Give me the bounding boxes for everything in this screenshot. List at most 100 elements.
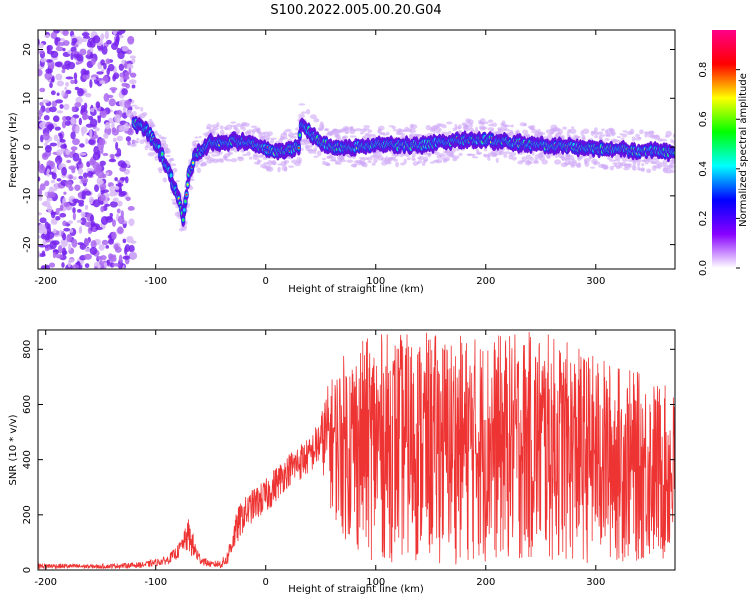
noise-blob (38, 164, 46, 174)
halo-blob (655, 135, 659, 139)
halo-blob (577, 136, 581, 139)
halo-blob (622, 130, 628, 133)
noise-blob (94, 127, 100, 132)
noise-blob (98, 244, 105, 251)
halo-blob (378, 125, 385, 131)
halo-blob (270, 137, 277, 140)
halo-blob (237, 157, 245, 162)
halo-blob (660, 138, 667, 142)
noise-blob (38, 225, 45, 234)
halo-blob (646, 168, 652, 174)
noise-blob (44, 144, 52, 153)
halo-blob (181, 226, 187, 232)
halo-blob (240, 149, 245, 153)
noise-blob (71, 41, 76, 46)
noise-blob (39, 101, 44, 106)
halo-blob (620, 137, 625, 140)
noise-blob (121, 82, 129, 87)
noise-blob (40, 265, 47, 269)
noise-blob (71, 106, 76, 112)
halo-blob (584, 161, 590, 168)
noise-blob (120, 190, 127, 196)
ridge-peak (191, 161, 195, 164)
noise-blob (117, 51, 125, 60)
halo-blob (321, 124, 325, 130)
noise-blob (99, 200, 104, 205)
noise-blob (117, 226, 124, 234)
noise-blob (116, 200, 123, 207)
halo-blob (644, 131, 649, 134)
noise-blob (84, 190, 92, 196)
ridge-inner (169, 173, 173, 178)
noise-blob (70, 146, 78, 151)
snr-x-tick-label: 100 (366, 577, 385, 588)
halo-blob (487, 152, 491, 158)
noise-blob (38, 244, 46, 248)
noise-blob (89, 79, 93, 89)
noise-blob (88, 115, 94, 121)
noise-blob (61, 262, 65, 268)
noise-blob (105, 216, 113, 221)
halo-blob (367, 160, 372, 163)
noise-blob (63, 202, 70, 208)
noise-blob (45, 264, 50, 269)
halo-blob (603, 165, 609, 170)
noise-blob (87, 170, 94, 177)
noise-blob (104, 203, 111, 207)
halo-blob (132, 110, 137, 116)
noise-blob (115, 34, 120, 44)
noise-blob (84, 253, 92, 260)
halo-blob (367, 129, 373, 134)
noise-blob (74, 102, 82, 108)
noise-blob (62, 250, 68, 256)
noise-blob (65, 149, 71, 156)
noise-blob (109, 185, 117, 193)
halo-blob (355, 128, 362, 132)
noise-blob (125, 49, 132, 55)
halo-blob (628, 163, 632, 168)
noise-blob (65, 116, 72, 121)
halo-blob (504, 124, 511, 128)
noise-blob (106, 259, 110, 266)
halo-blob (545, 129, 551, 134)
noise-blob (117, 260, 124, 269)
noise-blob (109, 87, 118, 91)
halo-blob (243, 122, 250, 127)
halo-blob (344, 130, 350, 134)
halo-blob (497, 128, 504, 134)
noise-blob (71, 167, 76, 174)
halo-blob (242, 126, 246, 131)
halo-blob (309, 114, 317, 120)
noise-blob (70, 117, 76, 125)
halo-blob (638, 136, 642, 139)
noise-blob (84, 263, 90, 268)
snr-y-tick-label: 600 (22, 395, 33, 414)
noise-blob (114, 177, 118, 182)
halo-blob (601, 134, 606, 137)
noise-blob (77, 167, 84, 175)
halo-blob (590, 166, 596, 169)
spectrogram-x-axis-label: Height of straight line (km) (288, 284, 424, 295)
colorbar-tick-label: 0.8 (698, 62, 709, 78)
halo-blob (171, 163, 176, 167)
noise-blob (121, 88, 128, 96)
noise-blob (38, 69, 43, 77)
halo-blob (523, 123, 527, 127)
halo-blob (636, 161, 641, 167)
noise-blob (127, 141, 131, 146)
noise-blob (105, 172, 110, 176)
noise-blob (71, 51, 80, 55)
noise-blob (62, 220, 67, 227)
noise-blob (125, 136, 132, 142)
halo-blob (554, 153, 559, 158)
halo-blob (503, 151, 511, 155)
noise-blob (89, 129, 93, 139)
noise-blob (104, 121, 111, 130)
halo-blob (349, 135, 357, 138)
halo-blob (349, 125, 354, 130)
noise-blob (101, 173, 107, 179)
noise-blob (90, 108, 95, 113)
noise-blob (45, 59, 53, 63)
halo-blob (290, 135, 297, 139)
noise-blob (42, 200, 51, 207)
